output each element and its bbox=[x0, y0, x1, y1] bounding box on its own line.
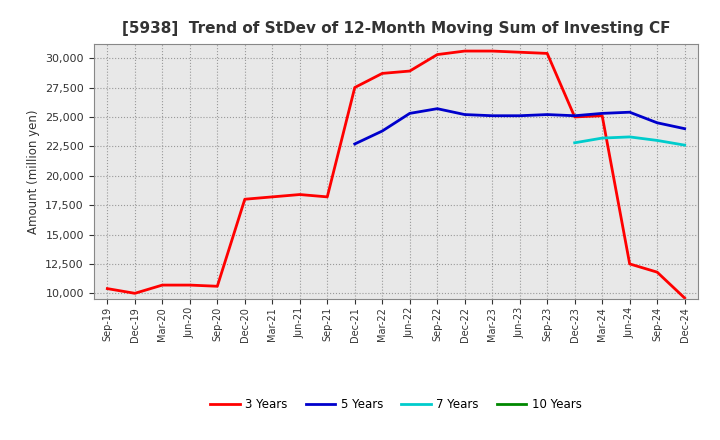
Y-axis label: Amount (million yen): Amount (million yen) bbox=[27, 110, 40, 234]
Title: [5938]  Trend of StDev of 12-Month Moving Sum of Investing CF: [5938] Trend of StDev of 12-Month Moving… bbox=[122, 21, 670, 36]
Legend: 3 Years, 5 Years, 7 Years, 10 Years: 3 Years, 5 Years, 7 Years, 10 Years bbox=[205, 393, 587, 416]
